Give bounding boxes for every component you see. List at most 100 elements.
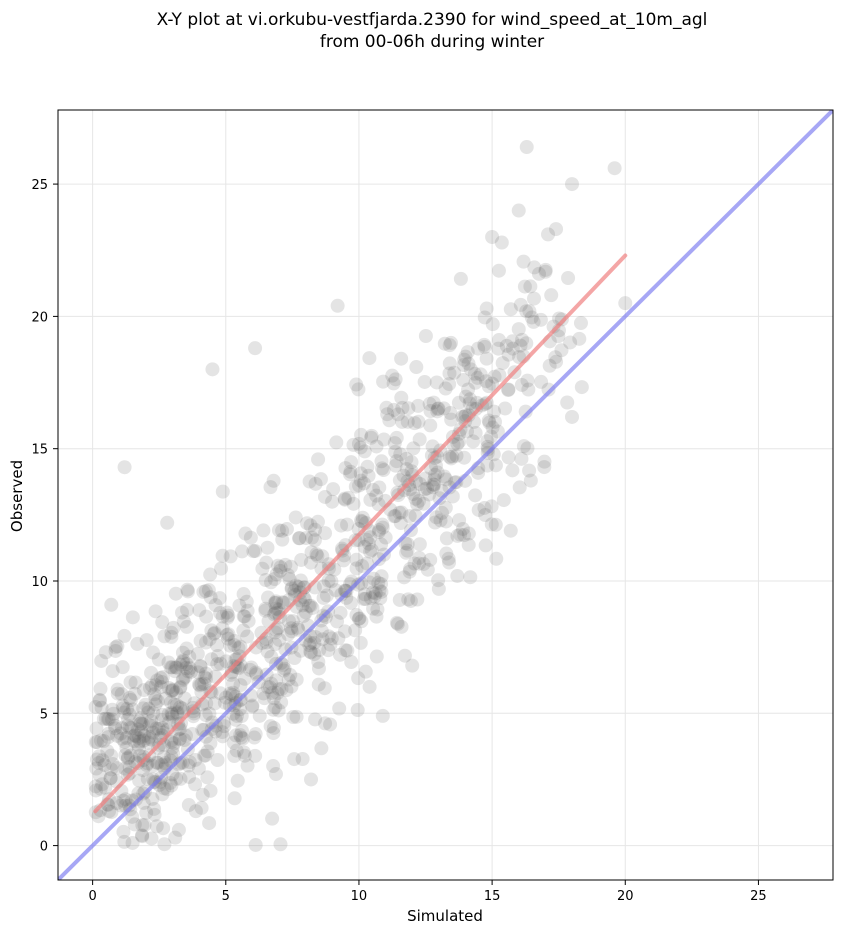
scatter-point-871 xyxy=(430,449,445,464)
scatter-point-961 xyxy=(479,374,494,389)
scatter-point-157 xyxy=(134,716,149,731)
x-tick-label-1: 5 xyxy=(222,889,230,904)
scatter-point-99 xyxy=(136,701,151,716)
scatter-point-244 xyxy=(92,693,107,708)
scatter-point-965 xyxy=(456,373,471,388)
scatter-point-478 xyxy=(279,683,294,698)
scatter-point-716 xyxy=(308,476,323,491)
scatter-point-752 xyxy=(392,592,407,607)
scatter-point-278 xyxy=(173,771,188,786)
scatter-point-557 xyxy=(317,681,332,696)
scatter-point-890 xyxy=(425,439,440,454)
scatter-point-534 xyxy=(315,549,330,564)
scatter-point-659 xyxy=(350,703,365,718)
scatter-point-362 xyxy=(233,678,248,693)
scatter-point-653 xyxy=(326,482,341,497)
scatter-point-604 xyxy=(318,716,333,731)
scatter-point-997 xyxy=(484,517,499,532)
scatter-point-477 xyxy=(233,639,248,654)
scatter-point-1028 xyxy=(560,395,575,410)
scatter-point-268 xyxy=(134,710,149,725)
scatter-point-923 xyxy=(489,551,504,566)
scatter-point-851 xyxy=(431,401,446,416)
scatter-point-415 xyxy=(215,548,230,563)
scatter-point-660 xyxy=(369,609,384,624)
scatter-point-356 xyxy=(228,728,243,743)
scatter-point-354 xyxy=(266,702,281,717)
scatter-point-910 xyxy=(443,335,458,350)
scatter-point-52 xyxy=(104,748,119,763)
scatter-point-218 xyxy=(243,662,258,677)
scatter-point-88 xyxy=(165,709,180,724)
scatter-point-822 xyxy=(353,440,368,455)
scatter-point-687 xyxy=(376,432,391,447)
plot-frame xyxy=(57,109,834,881)
scatter-point-105 xyxy=(139,805,154,820)
scatter-point-494 xyxy=(269,601,284,616)
scatter-point-281 xyxy=(167,697,182,712)
scatter-point-625 xyxy=(258,603,273,618)
scatter-point-158 xyxy=(88,783,103,798)
scatter-point-284 xyxy=(142,729,157,744)
scatter-point-520 xyxy=(332,701,347,716)
scatter-point-831 xyxy=(443,406,458,421)
scatter-point-74 xyxy=(147,801,162,816)
scatter-point-754 xyxy=(379,400,394,415)
scatter-point-321 xyxy=(191,665,206,680)
scatter-point-8 xyxy=(104,805,119,820)
y-tick-label-4: 20 xyxy=(31,310,48,325)
scatter-point-156 xyxy=(101,730,116,745)
scatter-point-675 xyxy=(372,523,387,538)
scatter-point-488 xyxy=(161,707,176,722)
scatter-point-868 xyxy=(382,413,397,428)
scatter-point-250 xyxy=(181,758,196,773)
x-tick-label-3: 15 xyxy=(484,889,501,904)
scatter-point-643 xyxy=(374,569,389,584)
scatter-point-451 xyxy=(321,629,336,644)
scatter-point-0 xyxy=(117,705,132,720)
scatter-point-813 xyxy=(375,517,390,532)
scatter-point-1022 xyxy=(527,260,542,275)
scatter-point-311 xyxy=(175,701,190,716)
scatter-point-266 xyxy=(183,664,198,679)
scatter-point-483 xyxy=(236,745,251,760)
scatter-point-673 xyxy=(351,436,366,451)
scatter-point-585 xyxy=(281,627,296,642)
scatter-point-462 xyxy=(236,609,251,624)
scatter-point-1037 xyxy=(519,336,534,351)
scatter-point-886 xyxy=(395,414,410,429)
scatter-point-629 xyxy=(258,573,273,588)
scatter-point-202 xyxy=(141,731,156,746)
x-axis-ticks: 0 5 10 15 20 25 xyxy=(88,880,767,904)
scatter-point-373 xyxy=(215,621,230,636)
scatter-point-608 xyxy=(292,593,307,608)
scatter-point-9 xyxy=(119,741,134,756)
scatter-point-347 xyxy=(207,696,222,711)
scatter-point-19 xyxy=(91,755,106,770)
scatter-point-735 xyxy=(349,552,364,567)
scatter-point-1049 xyxy=(549,222,564,237)
scatter-point-617 xyxy=(289,578,304,593)
scatter-point-369 xyxy=(268,700,283,715)
scatter-point-309 xyxy=(188,804,203,819)
scatter-point-67 xyxy=(96,711,111,726)
scatter-point-835 xyxy=(442,480,457,495)
scatter-point-40 xyxy=(164,683,179,698)
scatter-point-840 xyxy=(438,472,453,487)
scatter-point-875 xyxy=(394,351,409,366)
scatter-point-984 xyxy=(436,401,451,416)
scatter-point-186 xyxy=(230,773,245,788)
scatter-point-1053 xyxy=(330,298,345,313)
scatter-point-418 xyxy=(133,716,148,731)
scatter-point-785 xyxy=(400,414,415,429)
scatter-point-307 xyxy=(172,731,187,746)
scatter-point-6 xyxy=(96,733,111,748)
scatter-point-316 xyxy=(140,771,155,786)
scatter-point-23 xyxy=(136,750,151,765)
scatter-point-829 xyxy=(401,592,416,607)
scatter-point-444 xyxy=(147,807,162,822)
scatter-point-995 xyxy=(484,429,499,444)
scatter-point-361 xyxy=(209,638,224,653)
scatter-point-461 xyxy=(191,761,206,776)
scatter-point-606 xyxy=(285,614,300,629)
